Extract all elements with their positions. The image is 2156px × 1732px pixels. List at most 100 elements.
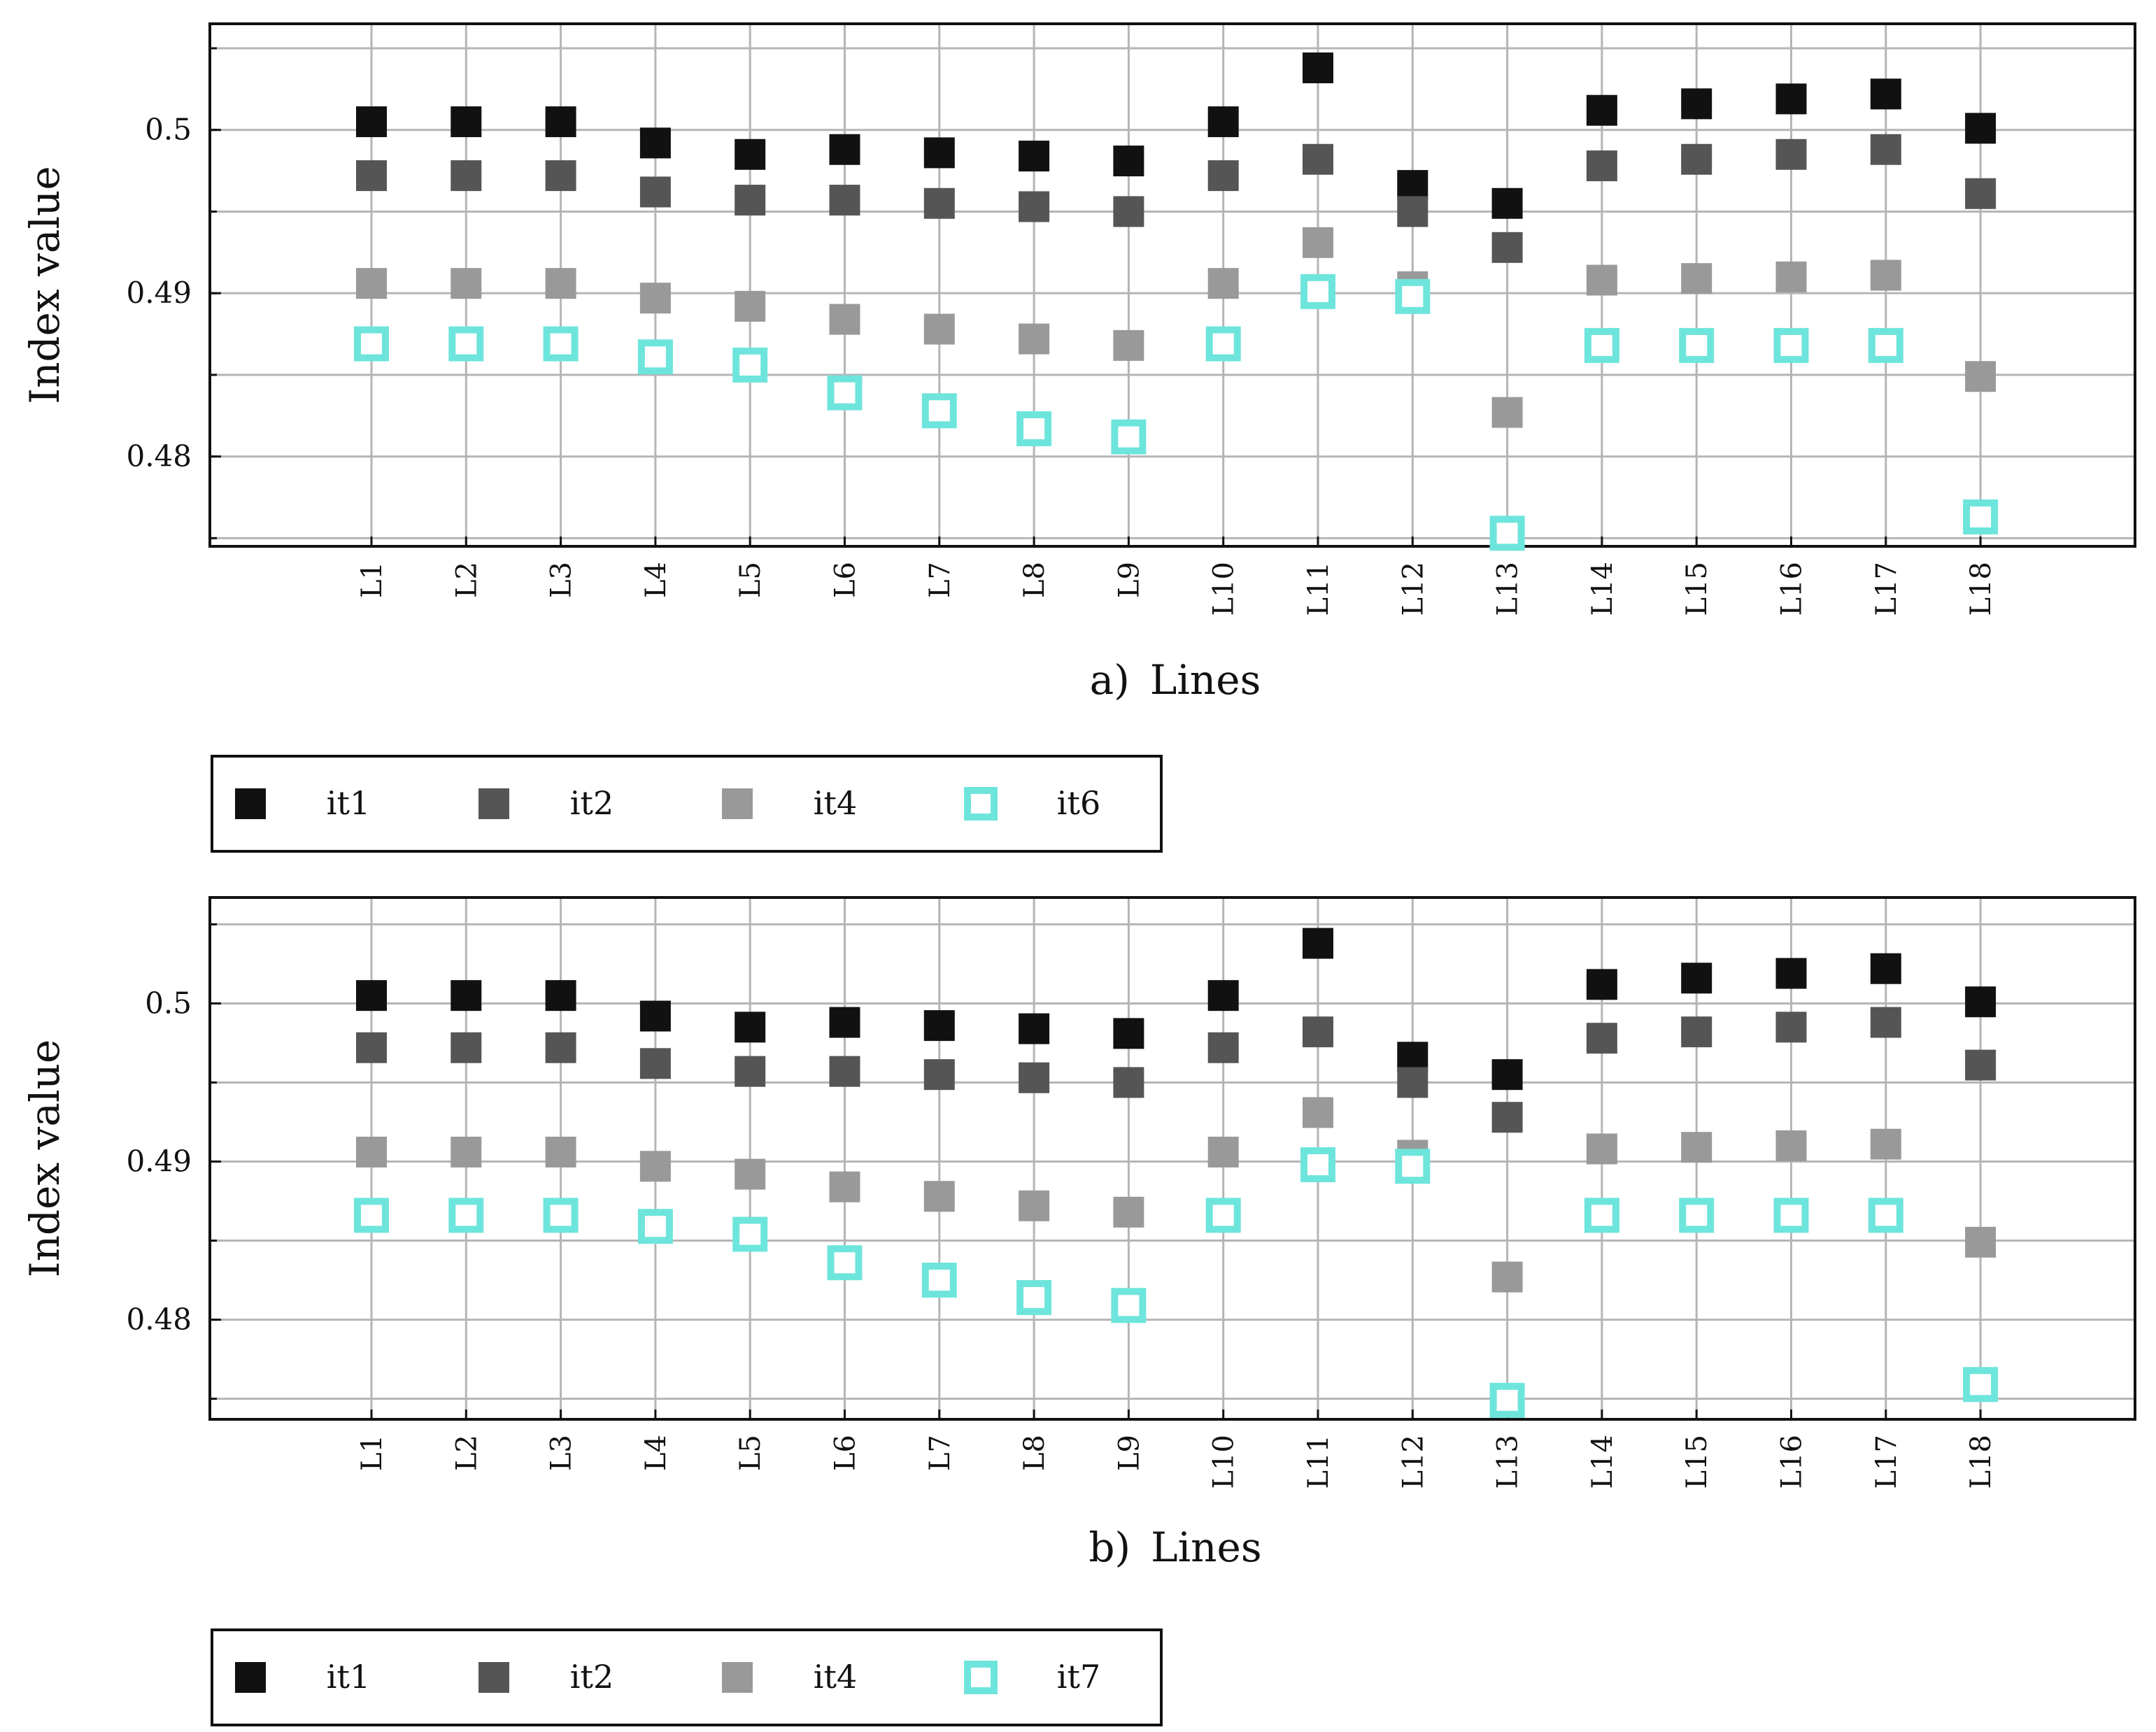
- data-point: [451, 980, 482, 1011]
- x-tick-label: L7: [924, 562, 956, 598]
- data-point: [639, 1151, 671, 1182]
- data-point: [354, 1198, 389, 1233]
- series-it2: [356, 1007, 1997, 1133]
- chart-panel-b: 0.48 0.49 0.5 L1 L2 L3 L4 L5 L6 L7 L8 L9 L10 L11 L12 L1…: [21, 896, 2136, 1726]
- data-point: [1586, 1133, 1617, 1165]
- x-tick-label: L5: [735, 1435, 767, 1471]
- legend-marker: [235, 1662, 266, 1693]
- data-point: [1775, 83, 1807, 115]
- x-axis-title: a) Lines: [1090, 656, 1261, 704]
- data-point: [1870, 78, 1901, 110]
- data-point: [1491, 232, 1523, 263]
- data-point: [1019, 323, 1050, 355]
- data-point: [1113, 329, 1144, 361]
- y-axis-title: Index value: [21, 1039, 69, 1277]
- y-axis-title: Index value: [21, 166, 69, 404]
- data-point: [545, 268, 576, 299]
- data-point: [1113, 196, 1144, 227]
- x-tick-label: L8: [1019, 562, 1051, 598]
- x-tick-label: L6: [830, 1435, 862, 1471]
- y-tick-label: 0.5: [145, 113, 192, 147]
- data-point: [1681, 143, 1712, 175]
- legend-marker: [235, 788, 266, 819]
- x-tick-label: L2: [451, 1435, 483, 1471]
- data-point: [356, 160, 387, 192]
- series-it4: [356, 1097, 1997, 1293]
- data-point: [1870, 134, 1901, 165]
- x-tick-label: L14: [1587, 562, 1619, 616]
- data-point: [1397, 170, 1428, 201]
- data-point: [923, 313, 955, 345]
- data-point: [829, 1056, 860, 1087]
- data-point: [1868, 327, 1903, 363]
- data-point: [1965, 178, 1997, 209]
- data-point: [735, 1056, 766, 1087]
- data-point: [451, 268, 482, 299]
- data-point: [1303, 1097, 1333, 1128]
- data-point: [1773, 1198, 1809, 1233]
- data-point: [356, 268, 387, 299]
- data-point: [1207, 1136, 1239, 1167]
- legend-label: it4: [814, 1658, 857, 1696]
- data-point: [1868, 1198, 1903, 1233]
- x-tick-label: L15: [1681, 562, 1713, 616]
- data-point: [1207, 160, 1239, 192]
- data-point: [1397, 196, 1428, 227]
- data-point: [356, 1136, 387, 1167]
- data-point: [1586, 1023, 1617, 1054]
- data-point: [1207, 106, 1239, 138]
- plot-frame: [208, 896, 2136, 1421]
- data-point: [1113, 145, 1144, 177]
- data-point: [1491, 187, 1523, 219]
- legend: it1 it2 it4 it6: [211, 755, 1163, 853]
- data-point: [829, 1171, 860, 1202]
- data-point: [1207, 268, 1239, 299]
- legend-label: it4: [814, 784, 857, 822]
- data-point: [1303, 52, 1333, 84]
- data-point: [1870, 953, 1901, 984]
- data-point: [1303, 143, 1333, 175]
- data-point: [923, 1010, 955, 1042]
- data-point: [448, 326, 484, 362]
- data-point: [451, 1032, 482, 1063]
- data-point: [1019, 1013, 1050, 1044]
- data-point: [637, 339, 673, 375]
- data-point: [1111, 1288, 1147, 1323]
- legend-box: [211, 1628, 1163, 1726]
- legend-marker: [964, 1661, 998, 1694]
- data-point: [1586, 94, 1617, 126]
- y-tick-label: 0.49: [126, 1144, 192, 1179]
- data-point: [1491, 1261, 1523, 1293]
- data-point: [1681, 263, 1712, 294]
- data-point: [1681, 1132, 1712, 1163]
- x-tick-label: L3: [546, 562, 578, 598]
- series-it1: [356, 52, 1997, 219]
- legend-label: it2: [570, 784, 614, 822]
- legend-marker: [964, 787, 998, 821]
- data-point: [735, 185, 766, 216]
- y-tick-label: 0.49: [126, 276, 192, 310]
- grid: [210, 24, 2135, 546]
- x-tick-label: L16: [1776, 562, 1808, 616]
- data-point: [451, 160, 482, 192]
- data-point: [1775, 1130, 1807, 1161]
- data-point: [923, 137, 955, 169]
- data-point: [637, 1209, 673, 1244]
- data-point: [735, 1158, 766, 1190]
- chart-panel-a: 0.48 0.49 0.5 L1 L2 L3 L4 L5 L6 L7 L8 L9 L10 L11 L12 L1…: [21, 22, 2136, 853]
- data-point: [1681, 1016, 1712, 1048]
- data-point: [1775, 261, 1807, 292]
- data-point: [1111, 419, 1147, 455]
- x-tick-label: L10: [1208, 1435, 1240, 1489]
- data-point: [1775, 139, 1807, 170]
- data-point: [1303, 1016, 1333, 1048]
- data-point: [1870, 260, 1901, 291]
- data-point: [545, 1032, 576, 1063]
- data-point: [1395, 278, 1431, 314]
- x-tick-label: L17: [1871, 562, 1903, 616]
- series-it1: [356, 928, 1997, 1091]
- data-point: [1586, 150, 1617, 182]
- data-point: [1965, 986, 1997, 1018]
- y-tick-label: 0.48: [126, 1302, 192, 1337]
